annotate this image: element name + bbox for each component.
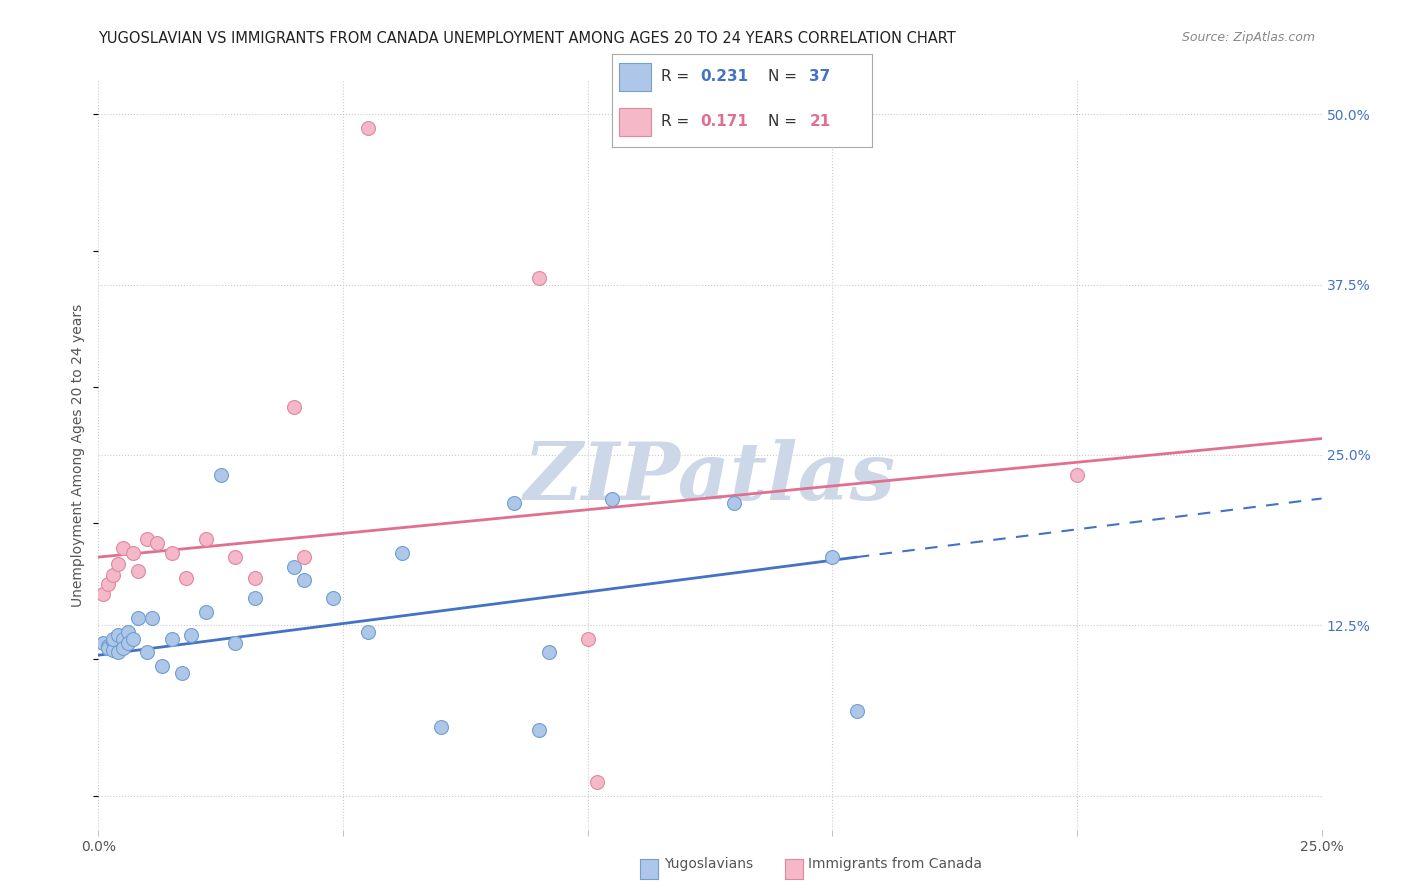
Point bbox=[111, 632, 134, 646]
Text: R =: R = bbox=[661, 70, 695, 85]
Point bbox=[243, 570, 266, 584]
Point bbox=[243, 591, 266, 605]
Point bbox=[503, 495, 526, 509]
Point bbox=[527, 723, 550, 738]
Text: N =: N = bbox=[768, 70, 801, 85]
Point bbox=[117, 625, 139, 640]
Point bbox=[101, 634, 124, 648]
Point bbox=[209, 468, 232, 483]
Point bbox=[97, 639, 120, 653]
Point bbox=[107, 628, 129, 642]
Point bbox=[391, 546, 413, 560]
Point bbox=[107, 645, 129, 659]
Y-axis label: Unemployment Among Ages 20 to 24 years: Unemployment Among Ages 20 to 24 years bbox=[72, 303, 86, 607]
Point bbox=[97, 577, 120, 591]
Point bbox=[91, 587, 114, 601]
Bar bbox=[620, 108, 651, 136]
Point bbox=[821, 550, 844, 565]
Point bbox=[141, 611, 163, 625]
Point bbox=[1066, 468, 1088, 483]
Point bbox=[527, 270, 550, 285]
Text: 0.231: 0.231 bbox=[700, 70, 748, 85]
Text: Immigrants from Canada: Immigrants from Canada bbox=[808, 856, 983, 871]
Text: Source: ZipAtlas.com: Source: ZipAtlas.com bbox=[1181, 31, 1315, 45]
Point bbox=[292, 550, 315, 565]
Bar bbox=[620, 63, 651, 91]
Text: ZIPatlas: ZIPatlas bbox=[524, 439, 896, 516]
Text: Yugoslavians: Yugoslavians bbox=[664, 856, 752, 871]
Point bbox=[91, 636, 114, 650]
Point bbox=[101, 642, 124, 657]
Point bbox=[111, 641, 134, 656]
Text: 21: 21 bbox=[810, 114, 831, 129]
Text: 37: 37 bbox=[810, 70, 831, 85]
Point bbox=[723, 495, 745, 509]
Point bbox=[127, 611, 149, 625]
Point bbox=[322, 591, 344, 605]
Point bbox=[170, 665, 193, 680]
Point bbox=[586, 775, 609, 789]
Point bbox=[160, 632, 183, 646]
Point bbox=[107, 557, 129, 571]
Point bbox=[576, 632, 599, 646]
Point bbox=[356, 120, 378, 135]
Text: YUGOSLAVIAN VS IMMIGRANTS FROM CANADA UNEMPLOYMENT AMONG AGES 20 TO 24 YEARS COR: YUGOSLAVIAN VS IMMIGRANTS FROM CANADA UN… bbox=[98, 31, 956, 46]
Point bbox=[176, 570, 198, 584]
Point bbox=[136, 533, 159, 547]
Point bbox=[430, 720, 453, 734]
Point bbox=[292, 574, 315, 588]
Point bbox=[101, 567, 124, 582]
Point bbox=[180, 628, 202, 642]
Point bbox=[150, 659, 173, 673]
Text: N =: N = bbox=[768, 114, 801, 129]
Point bbox=[160, 546, 183, 560]
Point bbox=[101, 632, 124, 646]
Point bbox=[121, 632, 143, 646]
Point bbox=[117, 636, 139, 650]
Point bbox=[356, 625, 378, 640]
Point bbox=[121, 546, 143, 560]
Point bbox=[537, 645, 560, 659]
Point bbox=[195, 533, 218, 547]
Point bbox=[195, 605, 218, 619]
Point bbox=[845, 704, 868, 718]
Text: R =: R = bbox=[661, 114, 695, 129]
Point bbox=[97, 641, 120, 656]
Text: 0.171: 0.171 bbox=[700, 114, 748, 129]
Point bbox=[127, 564, 149, 578]
Point bbox=[136, 645, 159, 659]
Point bbox=[146, 536, 169, 550]
Point bbox=[111, 541, 134, 555]
Point bbox=[283, 401, 305, 415]
Point bbox=[224, 550, 246, 565]
Point bbox=[283, 559, 305, 574]
Point bbox=[224, 636, 246, 650]
Point bbox=[600, 491, 623, 506]
